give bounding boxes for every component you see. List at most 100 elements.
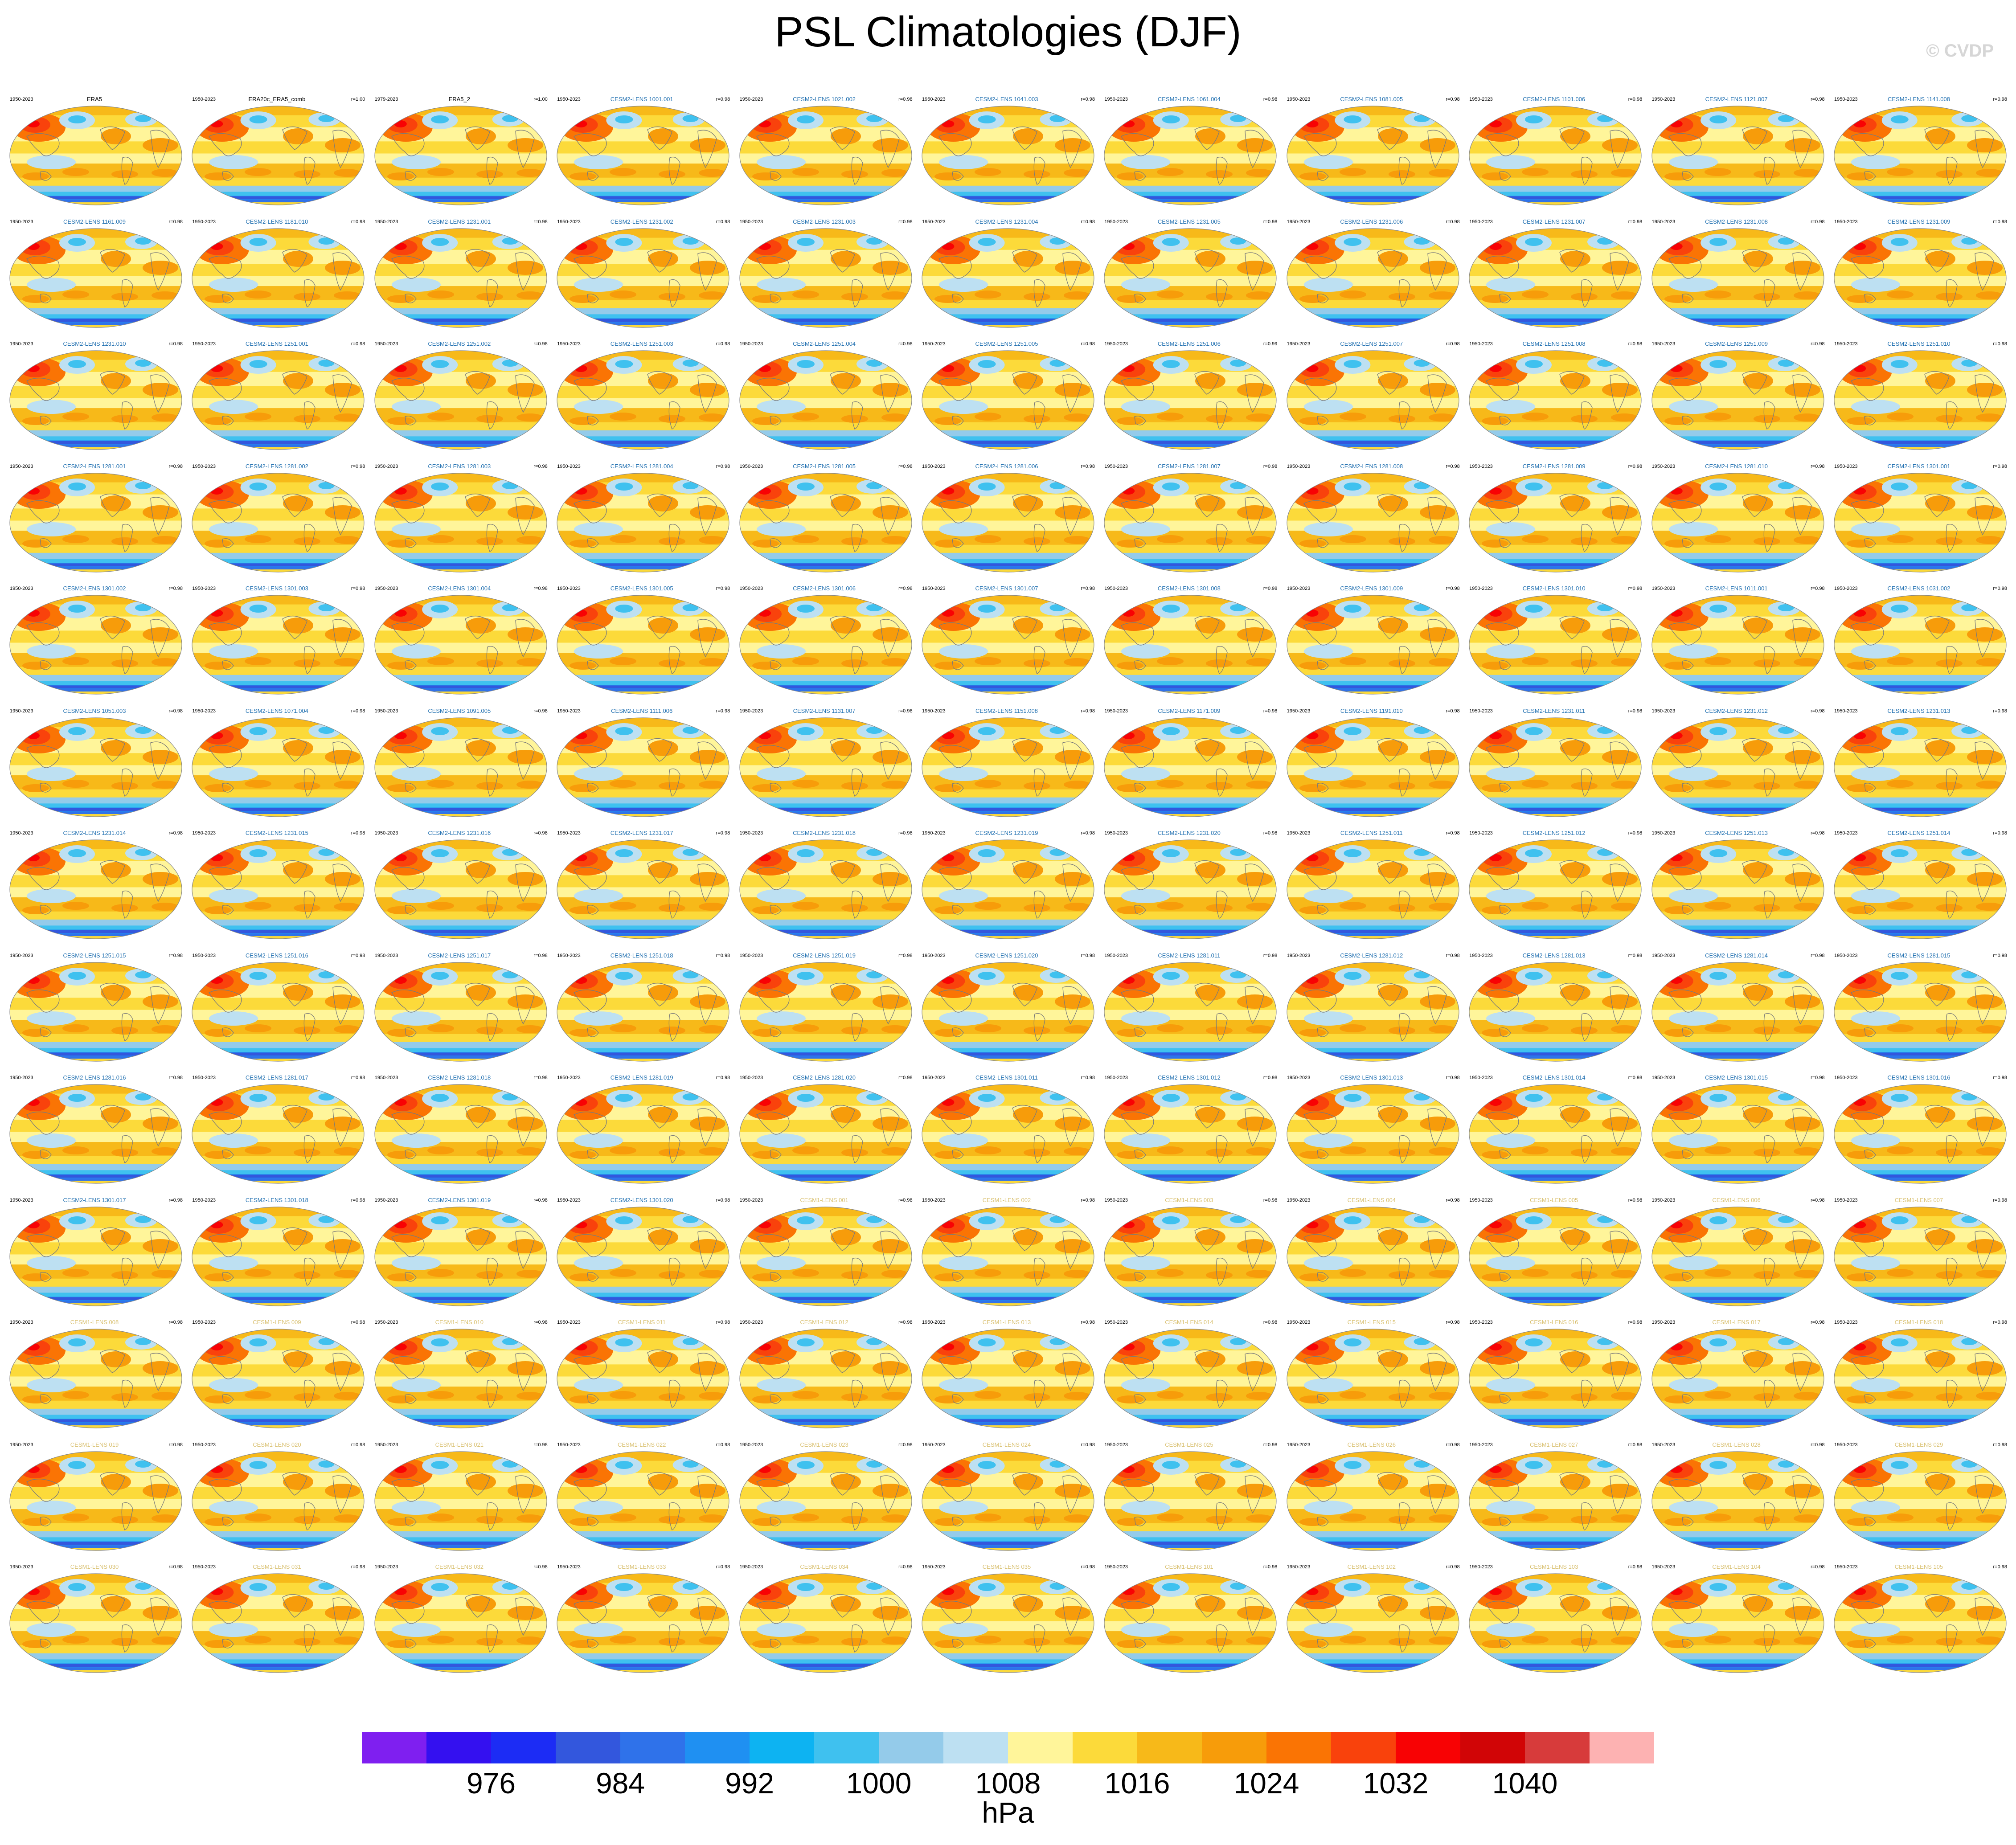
panel-header: 1950-2023 CESM2-LENS 1251.005 r=0.98 [916, 339, 1098, 349]
map-panel: 1950-2023 CESM2-LENS 1301.019 r=0.98 [369, 1195, 550, 1317]
panel-period: 1950-2023 [1104, 830, 1128, 836]
panel-period: 1950-2023 [1287, 463, 1311, 469]
panel-correlation: r=0.98 [1628, 830, 1643, 836]
panel-period: 1950-2023 [1834, 1197, 1858, 1203]
map-panel: 1950-2023 CESM2-LENS 1251.018 r=0.98 [551, 951, 733, 1072]
panel-period: 1950-2023 [739, 830, 763, 836]
psl-map [1104, 839, 1277, 939]
colorbar-swatch [1460, 1732, 1525, 1763]
panel-header: 1950-2023 CESM2-LENS 1171.009 r=0.98 [1098, 706, 1280, 716]
psl-map [1834, 717, 2007, 817]
map-panel: 1950-2023 ERA20c_ERA5_comb r=1.00 [186, 94, 368, 216]
panel-period: 1950-2023 [922, 97, 946, 102]
map-panel: 1950-2023 CESM2-LENS 1231.018 r=0.98 [733, 828, 915, 949]
panel-title: ERA5_2 [448, 96, 470, 102]
panel-correlation: r=0.98 [1628, 341, 1643, 347]
map-panel: 1950-2023 CESM1-LENS 017 r=0.98 [1646, 1317, 1828, 1439]
panel-period: 1950-2023 [1469, 97, 1493, 102]
panel-header: 1950-2023 CESM2-LENS 1251.013 r=0.98 [1646, 828, 1828, 838]
panel-correlation: r=0.98 [533, 219, 548, 225]
panel-header: 1950-2023 CESM2-LENS 1231.019 r=0.98 [916, 828, 1098, 838]
panel-title: CESM1-LENS 101 [1165, 1563, 1213, 1570]
map-panel: 1950-2023 CESM2-LENS 1001.001 r=0.98 [551, 94, 733, 216]
colorbar-swatch [814, 1732, 879, 1763]
panel-correlation: r=0.98 [1263, 1197, 1278, 1203]
map-panel: 1950-2023 CESM2-LENS 1231.017 r=0.98 [551, 828, 733, 949]
panel-header: 1950-2023 CESM2-LENS 1281.014 r=0.98 [1646, 951, 1828, 961]
map-panel: 1950-2023 CESM2-LENS 1301.013 r=0.98 [1281, 1073, 1463, 1194]
panel-title: CESM1-LENS 020 [253, 1441, 301, 1448]
colorbar-tick-label: 1008 [975, 1767, 1041, 1800]
panel-correlation: r=0.98 [1993, 97, 2008, 102]
panel-title: CESM2-LENS 1281.009 [1522, 462, 1586, 470]
psl-map [192, 472, 365, 573]
panel-correlation: r=0.98 [1993, 1075, 2008, 1080]
map-panel: 1950-2023 CESM2-LENS 1281.009 r=0.98 [1463, 462, 1645, 583]
panel-period: 1950-2023 [192, 953, 216, 958]
panel-period: 1950-2023 [10, 586, 33, 591]
panel-header: 1950-2023 CESM1-LENS 006 r=0.98 [1646, 1195, 1828, 1205]
panel-header: 1950-2023 CESM2-LENS 1301.006 r=0.98 [733, 584, 915, 593]
panel-period: 1950-2023 [557, 341, 581, 347]
panel-header: 1950-2023 CESM2-LENS 1191.010 r=0.98 [1281, 706, 1463, 716]
map-panel: 1950-2023 CESM1-LENS 015 r=0.98 [1281, 1317, 1463, 1439]
panel-period: 1950-2023 [739, 97, 763, 102]
panel-period: 1950-2023 [739, 1564, 763, 1570]
panel-header: 1950-2023 CESM1-LENS 102 r=0.98 [1281, 1562, 1463, 1572]
panel-correlation: r=0.98 [351, 1075, 365, 1080]
panel-title: CESM2-LENS 1251.007 [1340, 340, 1403, 347]
panel-period: 1950-2023 [557, 1320, 581, 1325]
panel-title: CESM1-LENS 017 [1712, 1319, 1761, 1325]
panel-header: 1950-2023 CESM2-LENS 1051.003 r=0.98 [4, 706, 185, 716]
panel-correlation: r=0.98 [716, 1197, 730, 1203]
panel-period: 1950-2023 [1287, 830, 1311, 836]
panel-period: 1950-2023 [374, 1197, 398, 1203]
panel-period: 1950-2023 [739, 953, 763, 958]
psl-map [374, 1451, 547, 1551]
panel-header: 1950-2023 CESM2-LENS 1281.020 r=0.98 [733, 1073, 915, 1083]
psl-map [192, 1084, 365, 1184]
panel-period: 1950-2023 [192, 1197, 216, 1203]
map-panel: 1950-2023 CESM2-LENS 1301.014 r=0.98 [1463, 1073, 1645, 1194]
colorbar-swatch [879, 1732, 944, 1763]
map-panel: 1950-2023 CESM1-LENS 002 r=0.98 [916, 1195, 1098, 1317]
panel-period: 1950-2023 [739, 219, 763, 225]
map-panel: 1950-2023 CESM2-LENS 1281.011 r=0.98 [1098, 951, 1280, 1072]
panel-period: 1950-2023 [1469, 1442, 1493, 1448]
psl-map [557, 1329, 729, 1428]
panel-header: 1950-2023 CESM2-LENS 1281.018 r=0.98 [369, 1073, 550, 1083]
panel-correlation: r=0.98 [716, 463, 730, 469]
panel-period: 1950-2023 [1104, 953, 1128, 958]
map-panel: 1950-2023 CESM2-LENS 1301.010 r=0.98 [1463, 584, 1645, 705]
panel-title: CESM2-LENS 1301.020 [610, 1196, 673, 1203]
psl-map [1651, 106, 1824, 205]
panel-title: CESM2-LENS 1231.004 [975, 218, 1038, 225]
panel-title: CESM2-LENS 1281.011 [1158, 952, 1221, 959]
panel-title: CESM1-LENS 018 [1894, 1319, 1943, 1325]
panel-header: 1950-2023 CESM1-LENS 016 r=0.98 [1463, 1317, 1645, 1327]
panel-header: 1950-2023 CESM1-LENS 028 r=0.98 [1646, 1440, 1828, 1450]
panel-period: 1950-2023 [10, 1442, 33, 1448]
panel-correlation: r=0.98 [1811, 463, 1825, 469]
panel-header: 1950-2023 CESM2-LENS 1141.008 r=0.98 [1828, 94, 2010, 104]
panel-title: CESM2-LENS 1231.010 [63, 340, 126, 347]
panel-header: 1950-2023 CESM1-LENS 025 r=0.98 [1098, 1440, 1280, 1450]
panel-period: 1950-2023 [10, 708, 33, 714]
panel-header: 1950-2023 CESM1-LENS 026 r=0.98 [1281, 1440, 1463, 1450]
panel-title: CESM1-LENS 023 [800, 1441, 848, 1448]
panel-title: CESM2-LENS 1041.003 [975, 96, 1038, 102]
map-panel: 1950-2023 CESM2-LENS 1281.002 r=0.98 [186, 462, 368, 583]
panel-header: 1950-2023 CESM2-LENS 1251.020 r=0.98 [916, 951, 1098, 961]
panel-header: 1950-2023 CESM2-LENS 1011.001 r=0.98 [1646, 584, 1828, 593]
panel-title: CESM2-LENS 1231.016 [428, 830, 491, 836]
panel-title: CESM2-LENS 1301.003 [245, 585, 308, 592]
panel-period: 1950-2023 [1469, 830, 1493, 836]
map-panel: 1950-2023 CESM2-LENS 1301.015 r=0.98 [1646, 1073, 1828, 1194]
panel-period: 1950-2023 [374, 463, 398, 469]
panel-header: 1950-2023 CESM2-LENS 1281.008 r=0.98 [1281, 462, 1463, 471]
panel-header: 1950-2023 CESM2-LENS 1251.008 r=0.98 [1463, 339, 1645, 349]
psl-map [9, 472, 182, 573]
psl-map [1651, 228, 1824, 328]
panel-correlation: r=0.98 [1446, 1197, 1460, 1203]
panel-title: CESM2-LENS 1281.001 [63, 462, 126, 470]
